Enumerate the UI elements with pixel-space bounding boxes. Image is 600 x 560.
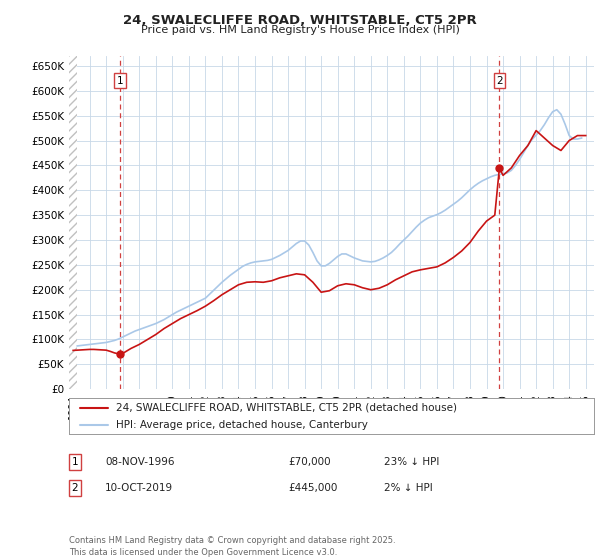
Text: Contains HM Land Registry data © Crown copyright and database right 2025.
This d: Contains HM Land Registry data © Crown c… — [69, 536, 395, 557]
Text: 23% ↓ HPI: 23% ↓ HPI — [384, 457, 439, 467]
Text: Price paid vs. HM Land Registry's House Price Index (HPI): Price paid vs. HM Land Registry's House … — [140, 25, 460, 35]
Text: 1: 1 — [117, 76, 124, 86]
Text: 2: 2 — [71, 483, 79, 493]
Text: 24, SWALECLIFFE ROAD, WHITSTABLE, CT5 2PR: 24, SWALECLIFFE ROAD, WHITSTABLE, CT5 2P… — [123, 14, 477, 27]
Text: HPI: Average price, detached house, Canterbury: HPI: Average price, detached house, Cant… — [116, 420, 368, 430]
Text: 10-OCT-2019: 10-OCT-2019 — [105, 483, 173, 493]
Text: £445,000: £445,000 — [288, 483, 337, 493]
Text: 2: 2 — [496, 76, 503, 86]
Text: 08-NOV-1996: 08-NOV-1996 — [105, 457, 175, 467]
Text: 2% ↓ HPI: 2% ↓ HPI — [384, 483, 433, 493]
Text: 1: 1 — [71, 457, 79, 467]
Text: 24, SWALECLIFFE ROAD, WHITSTABLE, CT5 2PR (detached house): 24, SWALECLIFFE ROAD, WHITSTABLE, CT5 2P… — [116, 403, 457, 413]
Text: £70,000: £70,000 — [288, 457, 331, 467]
